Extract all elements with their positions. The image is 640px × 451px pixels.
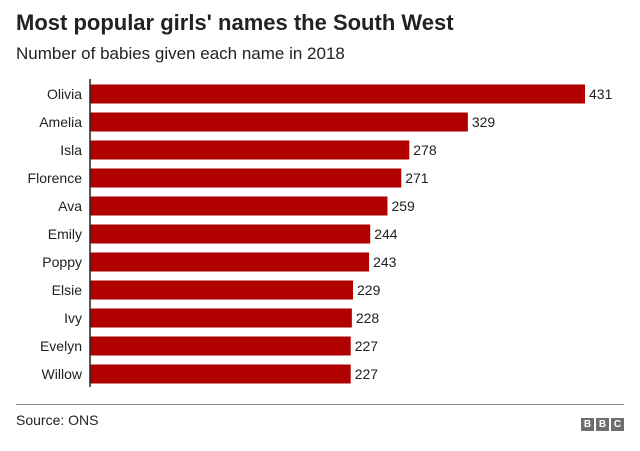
value-label: 259 <box>391 198 415 214</box>
category-label: Emily <box>48 226 82 242</box>
value-label: 329 <box>472 114 496 130</box>
bar <box>90 84 585 104</box>
brand-letter: B <box>581 418 594 431</box>
value-label: 227 <box>355 338 379 354</box>
category-label: Poppy <box>42 254 82 270</box>
bar <box>90 364 351 384</box>
footer-divider <box>16 404 624 405</box>
bar <box>90 140 410 160</box>
value-label: 243 <box>373 254 397 270</box>
category-label: Ivy <box>64 310 82 326</box>
value-label: 244 <box>374 226 398 242</box>
bar <box>90 168 402 188</box>
value-label: 228 <box>356 310 380 326</box>
bar-chart: Olivia 431 Amelia 329 Isla 278 Florence 271 Ava 2… <box>28 79 613 387</box>
value-label: 271 <box>405 170 429 186</box>
bar <box>90 224 371 244</box>
category-label: Willow <box>42 366 83 382</box>
value-label: 278 <box>413 142 437 158</box>
category-label: Florence <box>28 170 83 186</box>
bar <box>90 112 468 132</box>
chart-subtitle: Number of babies given each name in 2018 <box>16 44 345 63</box>
bar <box>90 336 351 356</box>
category-label: Isla <box>60 142 82 158</box>
chart-title: Most popular girls' names the South West <box>16 10 454 35</box>
bar <box>90 252 370 272</box>
bar <box>90 196 388 216</box>
brand-letter: B <box>596 418 609 431</box>
category-label: Amelia <box>39 114 82 130</box>
bar <box>90 280 354 300</box>
value-label: 227 <box>355 366 379 382</box>
value-label: 431 <box>589 86 613 102</box>
bar <box>90 308 352 328</box>
category-label: Olivia <box>47 86 82 102</box>
value-label: 229 <box>357 282 381 298</box>
category-label: Elsie <box>52 282 83 298</box>
category-label: Ava <box>58 198 82 214</box>
brand-letter: C <box>611 418 624 431</box>
bbc-logo: B B C <box>581 418 624 431</box>
source-note: Source: ONS <box>16 412 99 428</box>
category-label: Evelyn <box>40 338 82 354</box>
